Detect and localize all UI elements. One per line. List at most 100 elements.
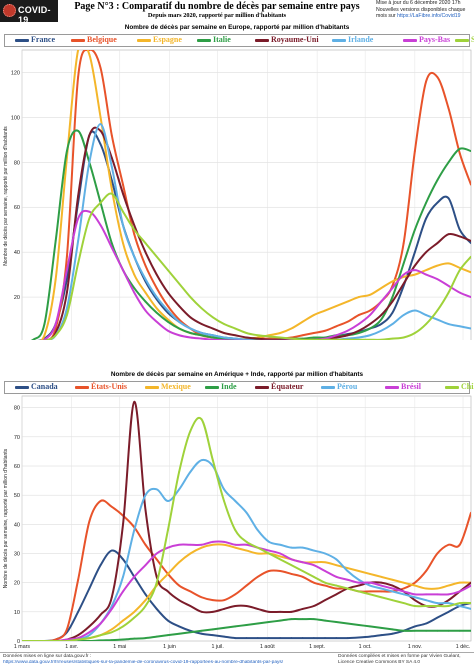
data-point-bresil: [470, 585, 472, 587]
data-point-equateur: [122, 523, 124, 525]
data-point-inde: [246, 624, 248, 626]
data-point-canada: [212, 634, 214, 636]
x-tick-label: 1 août: [260, 644, 275, 650]
data-point-chili: [291, 564, 293, 566]
data-point-canada: [167, 620, 169, 622]
data-point-bresil: [223, 541, 225, 543]
data-point-equateur: [88, 626, 90, 628]
data-point-canada: [436, 617, 438, 619]
data-point-mexique: [133, 611, 135, 613]
data-point-bresil: [268, 550, 270, 552]
data-point-chili: [268, 553, 270, 555]
data-point-etats-unis: [88, 521, 90, 523]
data-point-chili: [246, 541, 248, 543]
data-point-chili: [347, 588, 349, 590]
data-point-etats-unis: [291, 573, 293, 575]
data-point-canada: [178, 626, 180, 628]
data-point-chili: [55, 640, 57, 642]
data-point-inde: [347, 623, 349, 625]
data-point-inde: [178, 633, 180, 635]
data-point-bresil: [313, 564, 315, 566]
data-point-etats-unis: [403, 588, 405, 590]
data-point-chili: [201, 418, 203, 420]
data-point-bresil: [189, 544, 191, 546]
data-point-etats-unis: [436, 553, 438, 555]
data-point-canada: [122, 558, 124, 560]
data-point-equateur: [470, 582, 472, 584]
data-point-chili: [32, 640, 34, 642]
data-point-chili: [380, 596, 382, 598]
data-point-inde: [122, 639, 124, 641]
data-point-canada: [201, 633, 203, 635]
data-point-chili: [212, 459, 214, 461]
data-point-etats-unis: [414, 582, 416, 584]
y-tick-label: 60: [14, 464, 20, 470]
data-point-chili: [88, 637, 90, 639]
data-point-mexique: [178, 561, 180, 563]
data-point-bresil: [448, 593, 450, 595]
data-point-canada: [279, 637, 281, 639]
data-point-mexique: [414, 585, 416, 587]
data-point-etats-unis: [223, 599, 225, 601]
data-point-equateur: [223, 608, 225, 610]
footer-license-line: Licence Creative Commons BY SA 4.0: [338, 660, 472, 666]
data-point-equateur: [111, 596, 113, 598]
data-point-etats-unis: [257, 576, 259, 578]
data-point-chili: [133, 617, 135, 619]
data-point-inde: [470, 630, 472, 632]
data-point-etats-unis: [425, 570, 427, 572]
data-point-inde: [111, 639, 113, 641]
data-point-mexique: [111, 628, 113, 630]
data-point-mexique: [122, 620, 124, 622]
data-point-inde: [279, 620, 281, 622]
data-point-inde: [268, 621, 270, 623]
x-tick-label: 1 avr.: [65, 644, 78, 650]
data-point-equateur: [414, 599, 416, 601]
data-point-equateur: [145, 509, 147, 511]
data-point-perou: [145, 494, 147, 496]
data-point-equateur: [302, 608, 304, 610]
footer-source-link[interactable]: https://www.data.gouv.fr/fr/reuses/stati…: [3, 660, 333, 666]
data-point-chili: [470, 602, 472, 604]
data-point-chili: [313, 576, 315, 578]
data-point-perou: [302, 547, 304, 549]
data-point-canada: [392, 633, 394, 635]
data-point-perou: [257, 529, 259, 531]
data-point-bresil: [178, 544, 180, 546]
data-point-etats-unis: [459, 544, 461, 546]
data-point-inde: [302, 618, 304, 620]
data-point-inde: [392, 628, 394, 630]
data-point-etats-unis: [156, 558, 158, 560]
data-point-etats-unis: [66, 628, 68, 630]
data-point-mexique: [257, 553, 259, 555]
data-point-inde: [257, 623, 259, 625]
data-point-mexique: [167, 573, 169, 575]
data-point-canada: [291, 637, 293, 639]
data-point-canada: [313, 637, 315, 639]
data-point-perou: [156, 488, 158, 490]
data-point-chili: [448, 605, 450, 607]
data-point-mexique: [392, 579, 394, 581]
data-point-perou: [291, 547, 293, 549]
data-point-canada: [257, 637, 259, 639]
data-point-etats-unis: [212, 599, 214, 601]
data-point-etats-unis: [178, 585, 180, 587]
data-point-equateur: [77, 634, 79, 636]
data-point-equateur: [189, 605, 191, 607]
data-point-perou: [88, 634, 90, 636]
data-point-chili: [145, 605, 147, 607]
data-point-inde: [425, 630, 427, 632]
data-point-canada: [77, 611, 79, 613]
data-point-chili: [223, 500, 225, 502]
data-point-mexique: [279, 556, 281, 558]
data-point-perou: [268, 541, 270, 543]
data-point-etats-unis: [77, 579, 79, 581]
data-point-chili: [178, 471, 180, 473]
data-point-canada: [324, 637, 326, 639]
data-point-perou: [425, 599, 427, 601]
data-point-chili: [167, 529, 169, 531]
data-point-inde: [291, 618, 293, 620]
data-point-canada: [448, 611, 450, 613]
data-point-chili: [100, 634, 102, 636]
